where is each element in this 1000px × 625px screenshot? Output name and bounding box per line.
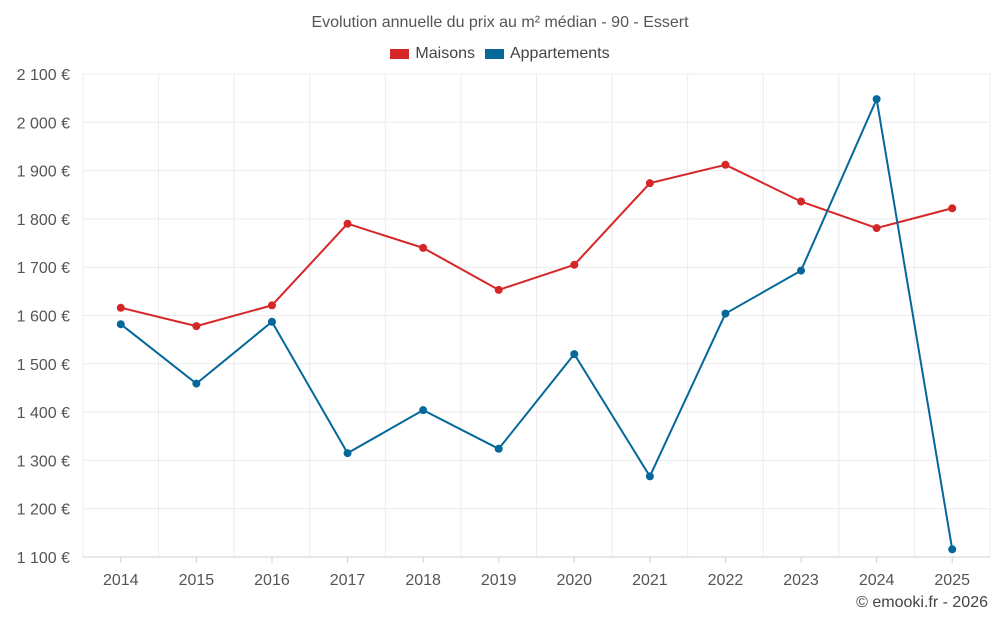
legend-swatch-appartements: [484, 49, 504, 59]
data-point-maisons: [419, 243, 428, 252]
credit: © emooki.fr - 2026: [856, 594, 988, 611]
data-point-appartements: [494, 444, 503, 453]
x-tick-label: 2015: [179, 572, 215, 589]
x-tick-label: 2014: [103, 572, 139, 589]
data-point-appartements: [721, 309, 730, 318]
y-tick-label: 1 900 €: [17, 164, 70, 181]
legend-item-maisons[interactable]: Maisons: [390, 45, 475, 63]
data-point-maisons: [570, 260, 579, 269]
data-point-appartements: [267, 317, 276, 326]
data-point-maisons: [797, 197, 806, 206]
data-point-appartements: [872, 95, 881, 104]
axes: 1 100 € 1 200 € 1 300 € 1 400 € 1 500 € 1 600…: [17, 67, 990, 589]
y-tick-label: 1 100 €: [17, 550, 70, 567]
grid: [82, 73, 991, 557]
y-tick-label: 1 300 €: [17, 453, 70, 470]
data-point-appartements: [192, 379, 201, 388]
data-point-appartements: [116, 320, 125, 329]
y-tick-label: 1 200 €: [17, 502, 70, 519]
series-line-maisons: [120, 163, 953, 328]
x-tick-label: 2025: [934, 572, 970, 589]
data-point-appartements: [645, 472, 654, 481]
data-point-maisons: [343, 219, 352, 228]
x-tick-label: 2019: [481, 572, 517, 589]
y-tick-label: 1 700 €: [17, 260, 70, 277]
data-point-appartements: [419, 406, 428, 415]
y-tick-label: 2 000 €: [17, 115, 70, 132]
x-tick-label: 2017: [330, 572, 366, 589]
legend-label-appartements: Appartements: [509, 45, 610, 62]
x-tick-label: 2024: [859, 572, 895, 589]
y-tick-label: 2 100 €: [17, 67, 70, 84]
data-point-appartements: [797, 266, 806, 275]
x-tick-label: 2022: [708, 572, 744, 589]
data-point-maisons: [645, 179, 654, 188]
chart-title: Evolution annuelle du prix au m² médian …: [311, 14, 689, 31]
data-point-maisons: [267, 301, 276, 310]
x-tick-label: 2016: [254, 572, 290, 589]
x-tick-label: 2020: [556, 572, 592, 589]
data-point-appartements: [343, 449, 352, 458]
data-point-appartements: [570, 350, 579, 359]
data-point-maisons: [721, 160, 730, 169]
x-tick-label: 2021: [632, 572, 668, 589]
legend: Maisons Appartements: [0, 45, 1000, 63]
data-point-maisons: [116, 303, 125, 312]
series-line-appartements: [120, 98, 954, 550]
y-tick-label: 1 800 €: [17, 212, 70, 229]
data-point-appartements: [948, 545, 957, 554]
y-tick-label: 1 500 €: [17, 357, 70, 374]
y-tick-label: 1 400 €: [17, 405, 70, 422]
x-tick-label: 2023: [783, 572, 819, 589]
legend-label-maisons: Maisons: [415, 45, 475, 62]
data-point-maisons: [872, 224, 881, 233]
legend-swatch-maisons: [390, 49, 410, 59]
data-point-maisons: [192, 322, 201, 331]
series-layer: [116, 95, 957, 554]
data-point-maisons: [494, 285, 503, 294]
legend-item-appartements[interactable]: Appartements: [484, 45, 610, 63]
data-point-maisons: [948, 204, 957, 213]
x-tick-label: 2018: [405, 572, 441, 589]
y-tick-label: 1 600 €: [17, 309, 70, 326]
